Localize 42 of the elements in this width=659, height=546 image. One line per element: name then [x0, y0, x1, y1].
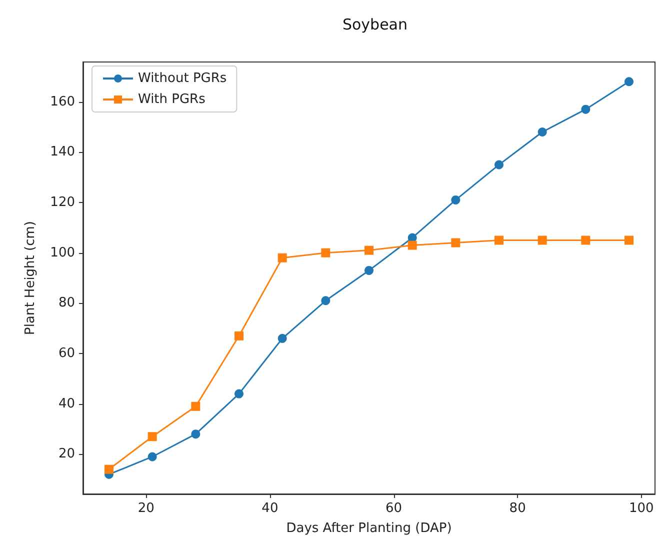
chart-title: Soybean: [342, 16, 408, 34]
y-tick-label: 140: [50, 144, 75, 160]
x-tick-label: 80: [509, 501, 526, 516]
x-tick-label: 100: [628, 501, 654, 516]
point: [408, 240, 417, 250]
point: [234, 389, 244, 398]
point: [538, 127, 547, 136]
point: [321, 248, 330, 258]
point: [364, 246, 374, 255]
point: [278, 334, 287, 343]
point: [494, 236, 504, 245]
y-tick-label: 80: [58, 296, 75, 311]
y-tick-label: 160: [50, 94, 75, 110]
point: [148, 452, 157, 462]
x-tick-label: 60: [385, 501, 402, 516]
point: [234, 331, 244, 340]
point: [581, 104, 590, 114]
x-tick-label: 20: [138, 501, 154, 516]
point: [104, 464, 114, 474]
point: [148, 432, 157, 442]
legend-label: Without PGRs: [138, 71, 227, 86]
y-tick-label: 60: [58, 346, 75, 362]
y-tick-label: 120: [50, 194, 75, 210]
point: [624, 236, 634, 245]
x-tick-label: 40: [262, 501, 278, 516]
legend-label: With PGRs: [138, 92, 206, 107]
x-axis-title: Days After Planting (DAP): [286, 521, 452, 536]
y-tick-label: 100: [50, 245, 75, 260]
y-tick-label: 20: [58, 446, 75, 462]
point: [321, 296, 330, 306]
point: [494, 160, 504, 170]
y-axis-title: Plant Height (cm): [23, 221, 38, 335]
point: [191, 402, 200, 411]
point: [624, 77, 634, 86]
point: [364, 266, 374, 275]
point: [451, 238, 460, 248]
point: [581, 236, 590, 245]
point: [451, 195, 460, 204]
point: [538, 236, 547, 245]
y-tick-label: 40: [58, 396, 75, 412]
point: [278, 253, 287, 262]
point: [191, 430, 200, 439]
